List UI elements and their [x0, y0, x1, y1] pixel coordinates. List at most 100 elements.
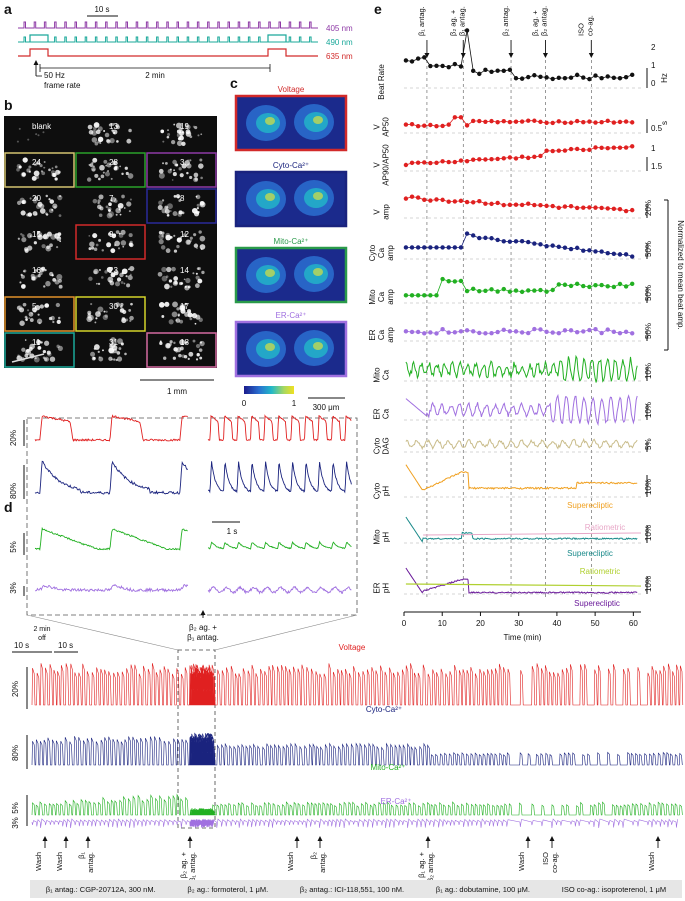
- cell-speckle: [196, 267, 200, 270]
- trace-name: Mito-Ca²⁺: [371, 763, 406, 772]
- row-point: [446, 199, 451, 204]
- row-point: [568, 203, 574, 209]
- cell-speckle: [116, 140, 119, 143]
- row-point: [440, 245, 445, 250]
- row-point: [458, 329, 464, 334]
- row-point: [568, 246, 574, 252]
- cell-speckle: [16, 164, 21, 169]
- cell-speckle: [116, 351, 121, 355]
- heatmap-hotspot: [313, 268, 323, 276]
- cell-speckle: [119, 165, 122, 168]
- cell-speckle: [114, 244, 117, 247]
- inset-trace-slow: [34, 414, 188, 442]
- cell-speckle: [187, 357, 190, 360]
- cell-speckle: [21, 237, 27, 243]
- trace-405nm: [18, 21, 318, 29]
- cell-speckle: [97, 204, 102, 210]
- cell-speckle: [161, 234, 164, 238]
- cell-speckle: [40, 170, 43, 173]
- row-point: [562, 120, 568, 126]
- image-tile: blank: [16, 122, 52, 143]
- cell-speckle: [194, 177, 198, 181]
- cell-speckle: [16, 167, 20, 172]
- cell-speckle: [194, 283, 200, 289]
- row-point: [507, 119, 513, 125]
- cell-speckle: [103, 310, 106, 313]
- row-point: [452, 199, 458, 204]
- event-label-text: β₂: [309, 852, 318, 859]
- cell-speckle: [87, 314, 94, 321]
- cell-speckle: [92, 165, 95, 168]
- row-point: [495, 120, 500, 125]
- cell-speckle: [90, 351, 96, 357]
- tile-label: 7: [109, 194, 114, 203]
- cell-speckle: [49, 243, 53, 248]
- row-point: [477, 288, 482, 294]
- cell-speckle: [184, 311, 190, 317]
- cell-speckle: [104, 270, 108, 274]
- row-point: [526, 74, 531, 80]
- row-point: [605, 327, 610, 332]
- trace-annotation: Ratiometric: [580, 567, 620, 576]
- cell-speckle: [94, 141, 99, 146]
- image-tile: 31: [90, 337, 127, 362]
- cell-speckle: [185, 124, 189, 128]
- cell-speckle: [115, 213, 118, 216]
- x-tick-label: 0: [402, 619, 407, 628]
- row-point: [599, 330, 604, 336]
- row-point: [574, 245, 580, 251]
- row-point: [409, 160, 415, 166]
- cell-speckle: [179, 127, 183, 131]
- row-point: [495, 329, 500, 335]
- cell-speckle: [120, 281, 124, 284]
- cell-speckle: [162, 162, 165, 165]
- row-point: [544, 75, 549, 80]
- cell-speckle: [34, 304, 41, 311]
- cell-speckle: [41, 244, 46, 249]
- row-point: [470, 233, 476, 238]
- row-point: [568, 120, 574, 125]
- row-point: [581, 248, 586, 253]
- cell-speckle: [91, 356, 96, 361]
- row-point: [458, 115, 464, 120]
- cell-speckle: [120, 342, 124, 346]
- inset-trace-fast: [207, 461, 352, 494]
- cell-speckle: [199, 201, 206, 208]
- inset-scale-label: 5%: [9, 541, 18, 553]
- event-label-text: β₁: [77, 852, 86, 859]
- row-point: [446, 279, 451, 284]
- cell-speckle: [166, 343, 171, 348]
- row-point: [599, 76, 604, 81]
- trace-name: Voltage: [339, 643, 366, 652]
- event-label-text: β₁ antag.: [188, 852, 197, 882]
- cell-speckle: [194, 322, 197, 325]
- tile-label: 18: [180, 338, 189, 347]
- row-point: [605, 145, 610, 151]
- row-point: [538, 74, 543, 80]
- row-label: Ca: [377, 291, 386, 302]
- row-point: [630, 207, 635, 213]
- tile-label: 17: [180, 302, 189, 311]
- cell-speckle: [128, 210, 131, 213]
- row-point: [581, 329, 586, 334]
- cell-speckle: [168, 279, 173, 283]
- cell-speckle: [54, 165, 58, 169]
- cell-speckle: [93, 347, 96, 350]
- cell-speckle: [20, 232, 23, 236]
- cell-speckle: [115, 207, 122, 214]
- row-point: [562, 75, 568, 81]
- row-point: [513, 156, 519, 161]
- heatmap-title: ER-Ca²⁺: [276, 311, 307, 320]
- cell-speckle: [166, 203, 173, 210]
- event-label: ISO co-ag.: [541, 852, 559, 873]
- cell-speckle: [51, 167, 54, 170]
- event-label-text: co-ag.: [550, 852, 559, 873]
- row-point: [409, 329, 415, 335]
- heatmap-hotspot: [313, 342, 323, 350]
- cell-speckle: [173, 249, 178, 253]
- cell-speckle: [28, 317, 31, 320]
- row-point: [593, 73, 598, 78]
- long-trace: [31, 793, 683, 816]
- row-point: [507, 329, 513, 334]
- row-point: [538, 242, 543, 247]
